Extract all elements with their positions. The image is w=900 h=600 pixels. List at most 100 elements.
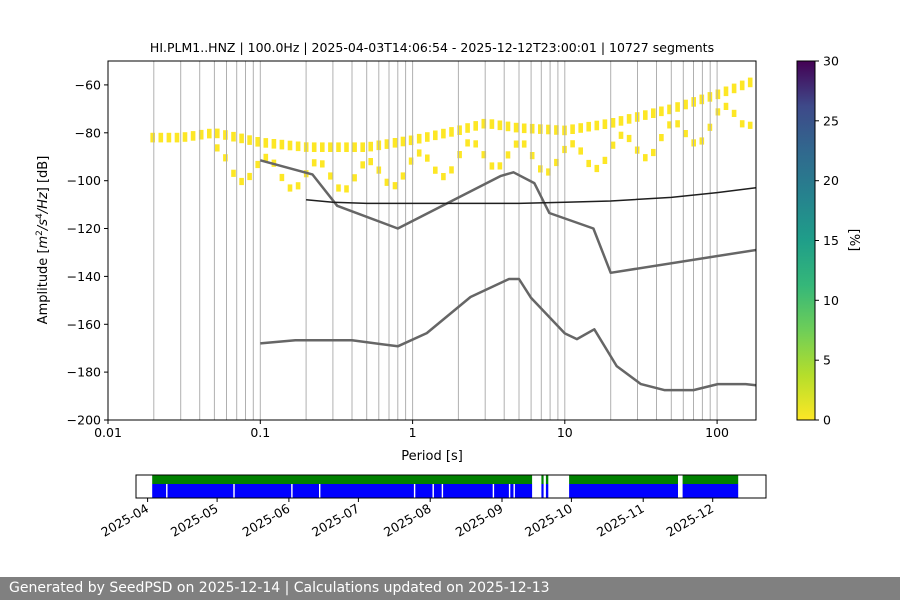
vertical-grid xyxy=(153,61,718,420)
psd-cell xyxy=(739,80,745,91)
timeline-blue-bar xyxy=(152,484,739,498)
psd-cell xyxy=(239,177,244,186)
timeline-gap xyxy=(432,484,434,498)
timeline-gap xyxy=(413,484,416,498)
psd-cell xyxy=(400,136,406,147)
psd-cell xyxy=(747,121,753,129)
y-tick-label: −60 xyxy=(75,77,101,92)
psd-cell xyxy=(408,135,414,146)
psd-cell xyxy=(578,123,583,133)
psd-cell xyxy=(384,178,390,186)
psd-cell xyxy=(554,158,559,167)
psd-cell xyxy=(239,133,244,144)
psd-cell xyxy=(731,83,737,94)
psd-cell xyxy=(328,172,333,180)
y-tick-label: −180 xyxy=(67,365,101,380)
psd-cell xyxy=(207,128,212,139)
colorbar-tick-label: 0 xyxy=(823,413,831,428)
psd-cell xyxy=(295,182,301,190)
psd-cell xyxy=(497,120,503,131)
psd-cell xyxy=(384,139,390,149)
psd-cell xyxy=(497,162,503,170)
psd-cell xyxy=(223,154,228,162)
timeline-tick-label: 2025-05 xyxy=(168,501,221,540)
psd-cell xyxy=(473,140,478,148)
psd-cell xyxy=(667,104,672,115)
psd-cell xyxy=(190,131,196,141)
psd-cell xyxy=(174,132,180,143)
x-axis-ticks: 0.01 0.1 1 10 100 xyxy=(94,420,729,440)
psd-cell xyxy=(505,121,511,132)
timeline-gap xyxy=(233,484,235,498)
psd-figure: HI.PLM1..HNZ | 100.0Hz | 2025-04-03T14:0… xyxy=(35,40,861,540)
psd-cell xyxy=(263,138,269,148)
psd-cell xyxy=(336,184,341,192)
psd-cell xyxy=(416,133,422,144)
x-tick-label: 10 xyxy=(557,425,573,440)
psd-cell xyxy=(360,161,365,169)
x-tick-label: 100 xyxy=(705,425,729,440)
psd-cell xyxy=(344,142,349,152)
psd-cell xyxy=(521,140,527,148)
psd-cell xyxy=(651,108,656,118)
timeline-gap xyxy=(492,484,495,498)
psd-cell xyxy=(166,132,172,143)
psd-cell xyxy=(675,102,680,112)
psd-cell xyxy=(521,123,527,134)
psd-cell xyxy=(247,172,252,181)
plot-frame xyxy=(107,60,757,421)
y-label-part: Amplitude [ xyxy=(36,248,51,324)
colorbar-tick-label: 25 xyxy=(823,113,839,128)
psd-cell xyxy=(546,124,551,135)
footer-bar: Generated by SeedPSD on 2025-12-14 | Cal… xyxy=(0,577,900,600)
y-label-part: 2 xyxy=(35,230,45,236)
timeline-tick-label: 2025-10 xyxy=(522,501,575,540)
psd-cell xyxy=(215,144,220,152)
psd-cell xyxy=(408,157,414,165)
x-tick-label: 0.1 xyxy=(250,425,270,440)
colorbar-gradient xyxy=(796,60,816,421)
psd-cell xyxy=(626,114,632,124)
psd-cell xyxy=(715,89,721,100)
psd-cell xyxy=(602,156,608,164)
psd-cell xyxy=(667,121,672,129)
timeline-bars xyxy=(152,475,739,498)
psd-cell xyxy=(441,173,446,181)
psd-cell xyxy=(618,116,624,126)
y-tick-label: −80 xyxy=(75,125,101,140)
psd-plot-area: 0.01 0.1 1 10 100 −200 −180 −160 −140 −120 −100 −8… xyxy=(67,60,757,440)
psd-cell xyxy=(392,138,398,148)
data-availability-timeline: 2025-04 2025-05 2025-06 2025-07 2025-08 2025-… xyxy=(98,474,767,540)
psd-cell xyxy=(651,148,656,157)
psd-cell xyxy=(231,169,236,177)
timeline-green-bar xyxy=(152,475,739,484)
mode-line xyxy=(306,187,756,205)
timeline-frame xyxy=(135,474,767,499)
psd-cell xyxy=(659,106,664,117)
chart-title: HI.PLM1..HNZ | 100.0Hz | 2025-04-03T14:0… xyxy=(150,40,714,55)
nhnm-line xyxy=(259,159,756,275)
colorbar-tick-label: 30 xyxy=(823,54,839,69)
x-axis-label: Period [s] xyxy=(401,449,463,464)
psd-cell xyxy=(263,153,269,161)
psd-cell xyxy=(675,120,680,128)
psd-cell xyxy=(578,147,583,155)
psd-cell xyxy=(723,102,729,110)
colorbar-tick-label: 15 xyxy=(823,233,839,248)
psd-cell xyxy=(352,174,357,182)
y-tick-label: −200 xyxy=(67,413,101,428)
psd-cell xyxy=(546,168,551,176)
timeline-tick-label: 2025-06 xyxy=(240,501,293,540)
nlnm-line xyxy=(260,277,756,392)
psd-cell xyxy=(610,118,616,128)
psd-cell xyxy=(699,137,705,145)
psd-cell xyxy=(392,182,398,190)
psd-cell xyxy=(449,166,454,174)
psd-heatmap xyxy=(150,77,753,193)
psd-cell xyxy=(513,140,519,148)
y-tick-label: −160 xyxy=(67,317,101,332)
x-tick-label: 0.01 xyxy=(94,425,122,440)
psd-cell xyxy=(158,132,164,143)
timeline-gap xyxy=(319,484,321,498)
psd-cell xyxy=(465,123,470,133)
